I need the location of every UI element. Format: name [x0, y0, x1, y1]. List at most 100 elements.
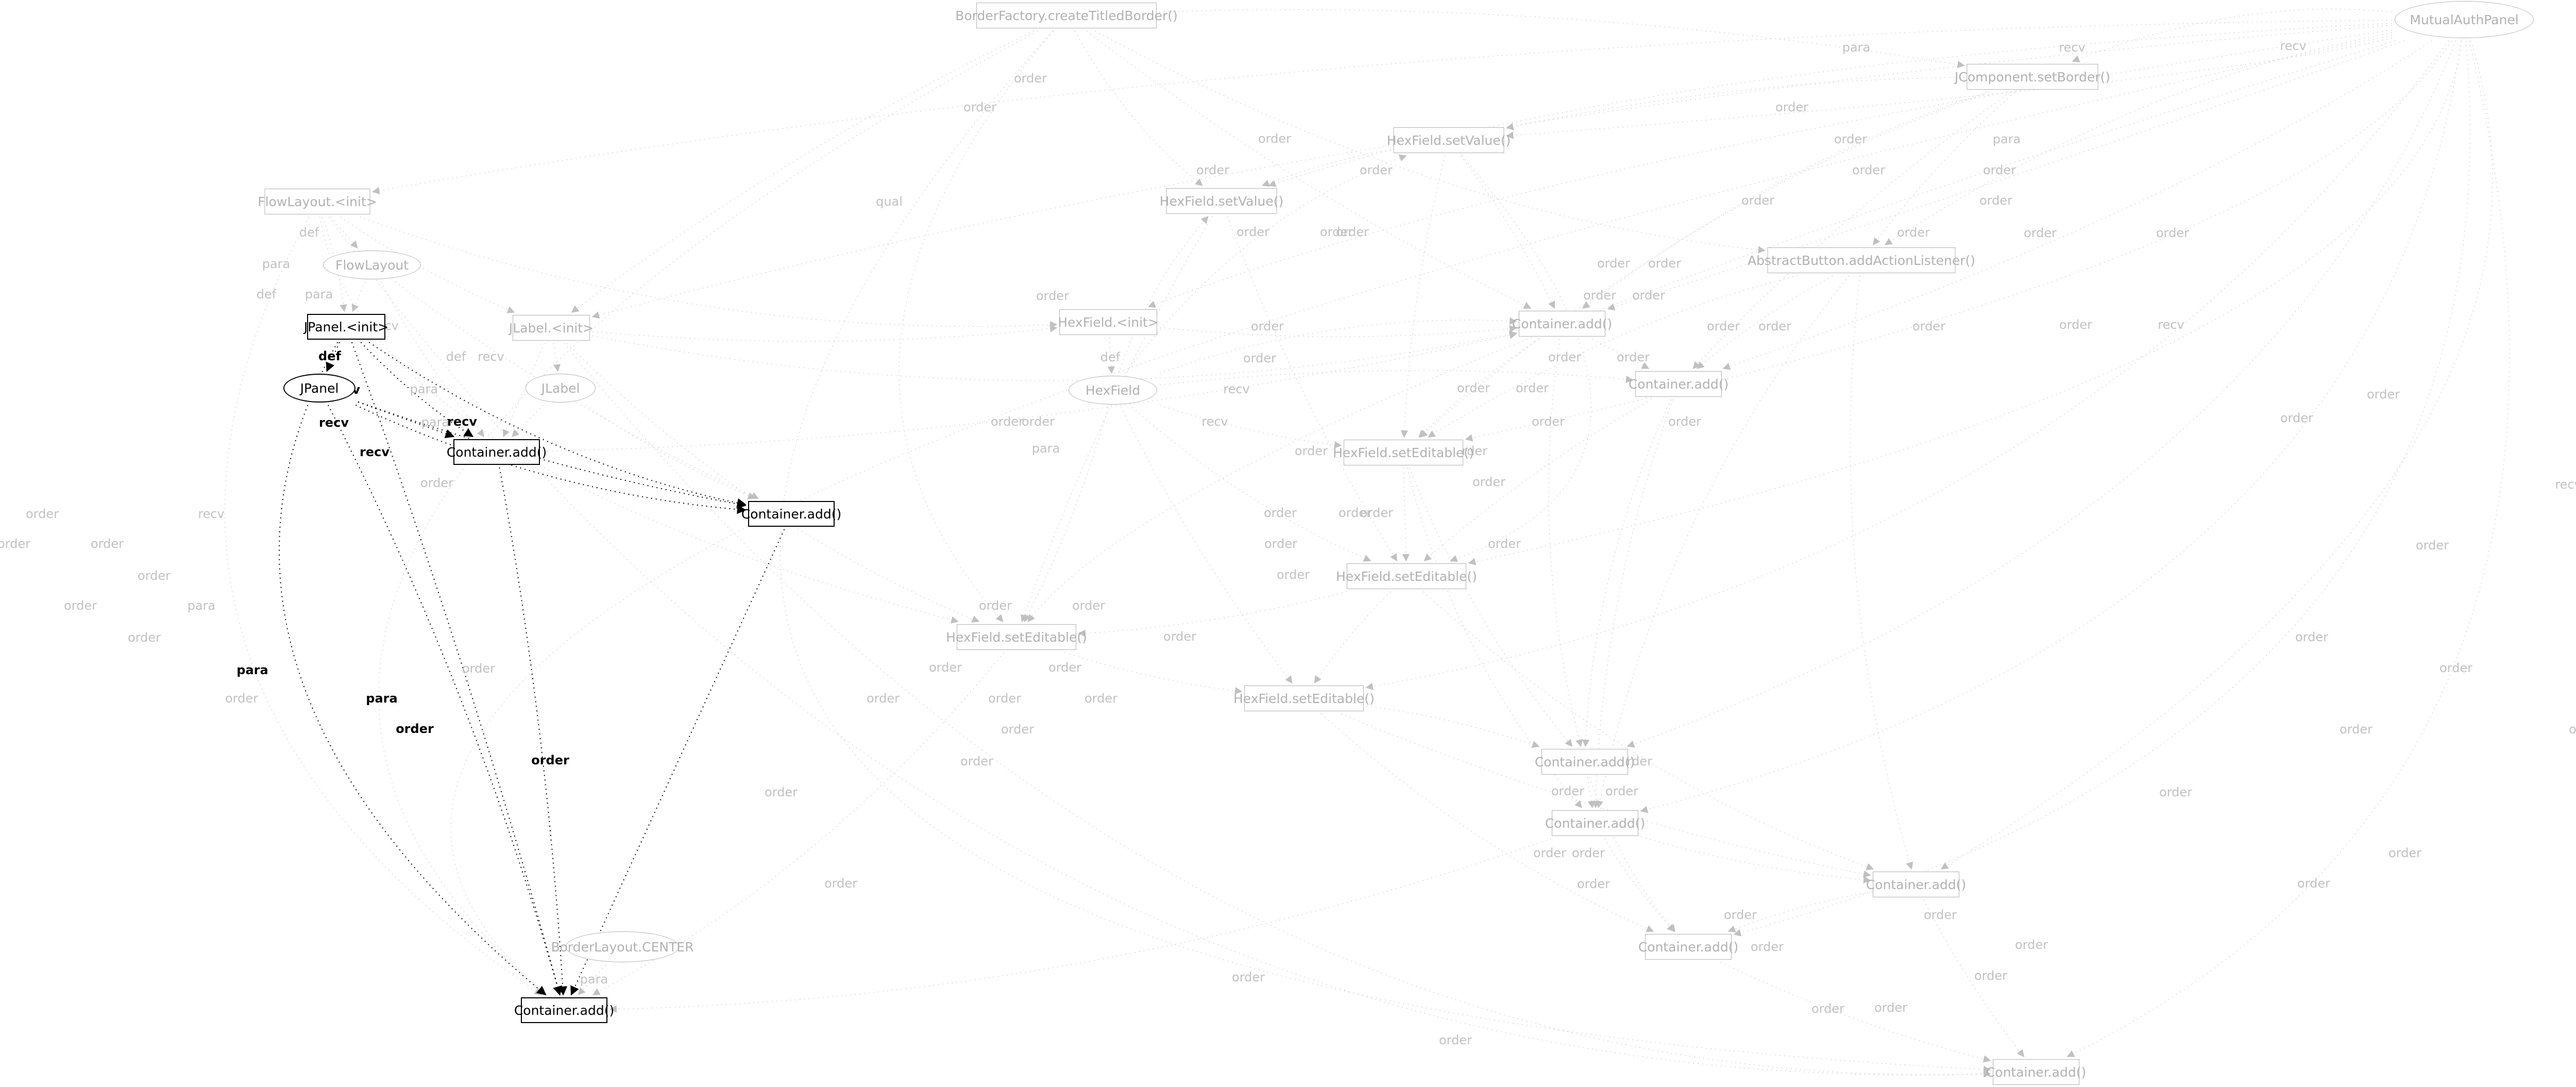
node-hse1[interactable]: HexField.setEditable()	[1333, 440, 1474, 465]
edge-hf-to-ca_g2	[1159, 370, 1634, 386]
edge-hsv1-to-ca_g1	[1460, 155, 1555, 309]
edge-label-order-88: order	[1811, 1001, 1844, 1016]
node-ca_g7[interactable]: Container.add()	[1986, 1059, 2086, 1085]
edge-label-order-84: order	[1577, 877, 1610, 891]
edge-jcsb-to-hse1	[1420, 92, 1989, 438]
edge-hse4-to-ca_g6	[1320, 713, 1654, 932]
node-ca_b3[interactable]: Container.add()	[514, 997, 614, 1023]
edge-label-order-64: order	[1264, 506, 1297, 520]
edge-label-order-72: order	[1163, 629, 1196, 644]
node-ca_g3[interactable]: Container.add()	[1535, 749, 1635, 775]
node-ca_g6[interactable]: Container.add()	[1638, 934, 1738, 960]
node-ca_g1[interactable]: Container.add()	[1512, 311, 1612, 337]
edge-label-order-51: order	[1707, 319, 1740, 333]
edge-label-para-46: para	[1031, 441, 1060, 456]
node-jl[interactable]: JLabel	[526, 374, 596, 403]
node-hsv1[interactable]: HexField.setValue()	[1387, 127, 1511, 153]
node-ca_g2[interactable]: Container.add()	[1629, 371, 1728, 397]
node-jli[interactable]: JLabel.<init>	[509, 315, 594, 341]
edge-label-order-12: order	[1983, 163, 2016, 177]
edge-label-para-97: para	[187, 598, 216, 613]
edge-label-order-18: order	[1648, 256, 1681, 271]
edge-label-order-68: order	[1488, 537, 1521, 551]
edge-bf-to-ca_g1	[1086, 30, 1532, 309]
edge-hse1-to-ca_g3	[1409, 467, 1573, 747]
edge-label-order-80: order	[1605, 784, 1638, 798]
edge-label-order-104: order	[824, 876, 857, 891]
node-ca_b2[interactable]: Container.add()	[741, 501, 841, 527]
edge-hsv1-to-hse1	[1400, 155, 1446, 438]
edge-label-order-5: order	[1834, 132, 1867, 146]
edge-map-to-hsv1	[1506, 37, 2393, 139]
edge-bf-to-ca_g7	[779, 30, 1991, 1074]
node-ca_b1[interactable]: Container.add()	[447, 439, 547, 465]
edge-hf-to-hse2	[1131, 407, 1371, 562]
edge-label-order-73: order	[929, 660, 962, 675]
edge-label-order-115: order	[2439, 661, 2472, 675]
node-blc[interactable]: BorderLayout.CENTER	[551, 931, 694, 962]
node-ca_g4[interactable]: Container.add()	[1545, 810, 1645, 836]
edge-label-para-2: para	[1842, 40, 1871, 55]
edge-label-order-99: order	[462, 661, 495, 676]
edge-label-order-45: order	[1022, 414, 1055, 429]
edge-hf-to-hsv2	[1118, 215, 1209, 374]
edge-label-order-44: order	[991, 414, 1024, 429]
edge-map-to-jli	[591, 25, 2393, 319]
edge-jli-to-hse3	[566, 343, 980, 623]
edge-jli-to-hfi	[592, 325, 1058, 342]
node-jcsb[interactable]: JComponent.setBorder()	[1955, 64, 2110, 90]
node-fl[interactable]: FlowLayout	[323, 250, 421, 279]
edge-jl-to-ca_b1	[511, 405, 544, 438]
edge-label-order-54: order	[1532, 414, 1565, 429]
edge-bf-to-ca_b3	[378, 30, 1038, 995]
node-map[interactable]: MutualAuthPanel	[2395, 1, 2534, 38]
edge-label-para-27: para	[304, 287, 333, 302]
node-hse2[interactable]: HexField.setEditable()	[1336, 563, 1477, 589]
edge-map-to-ca_b3	[450, 35, 2393, 995]
edge-label-def-39: def	[1100, 350, 1121, 364]
node-jpi[interactable]: JPanel.<init>	[304, 314, 388, 340]
edge-fli-to-jli	[340, 216, 515, 313]
edge-fli-to-hfi	[360, 216, 1058, 329]
edge-label-order-124: order	[1439, 1033, 1472, 1047]
edge-label-para-33: para	[421, 415, 450, 429]
edge-hse1-to-hse2	[1402, 467, 1410, 562]
edge-label-recv-42: recv	[1223, 382, 1250, 396]
edge-label-qual-19: qual	[876, 194, 903, 209]
edge-label-order-70: order	[979, 598, 1012, 613]
edge-ca_g3-to-ca_g6	[1589, 777, 1676, 932]
node-jp[interactable]: JPanel	[283, 374, 355, 403]
edge-ca_g4-to-ca_g5	[1640, 836, 1871, 884]
edge-label-recv-35: recv	[319, 415, 349, 430]
edge-label-order-55: order	[1668, 414, 1701, 429]
edge-label-def-24: def	[299, 225, 319, 240]
edge-ca_g4-to-ca_b3	[609, 838, 1551, 1013]
edge-label-recv-36: recv	[360, 445, 389, 459]
edge-map-to-ca_g1	[1607, 40, 2405, 311]
edge-label-order-103: order	[531, 753, 569, 767]
node-bf[interactable]: BorderFactory.createTitledBorder()	[955, 3, 1178, 28]
node-hfi[interactable]: HexField.<init>	[1058, 309, 1159, 335]
edge-label-recv-43: recv	[1201, 414, 1228, 429]
edge-label-order-13: order	[1741, 193, 1774, 208]
edge-label-order-93: order	[138, 568, 171, 583]
edge-label-order-40: order	[1251, 319, 1284, 333]
edge-jcsb-to-ca_g2	[1692, 92, 2011, 370]
edge-ca_g5-to-ca_g7	[1923, 899, 2025, 1058]
edge-label-order-67: order	[1264, 537, 1297, 551]
edge-label-order-15: order	[2024, 226, 2057, 240]
edge-hse2-to-hse3	[1078, 591, 1347, 637]
edge-hse4-to-ca_g5	[1341, 713, 1871, 878]
node-hf[interactable]: HexField	[1069, 376, 1157, 405]
edge-hse3-to-hse4	[1064, 652, 1243, 695]
node-abal[interactable]: AbstractButton.addActionListener()	[1748, 247, 1975, 273]
node-fli[interactable]: FlowLayout.<init>	[258, 189, 377, 214]
node-hse3[interactable]: HexField.setEditable()	[946, 624, 1087, 650]
node-ca_g5[interactable]: Container.add()	[1866, 872, 1966, 897]
edge-ca_g3-to-ca_g4	[1587, 777, 1595, 809]
node-hsv2[interactable]: HexField.setValue()	[1160, 188, 1283, 214]
edge-bf-to-hse3	[899, 30, 1054, 623]
edge-jli-to-jl	[553, 343, 561, 372]
node-hse4[interactable]: HexField.setEditable()	[1233, 685, 1375, 711]
